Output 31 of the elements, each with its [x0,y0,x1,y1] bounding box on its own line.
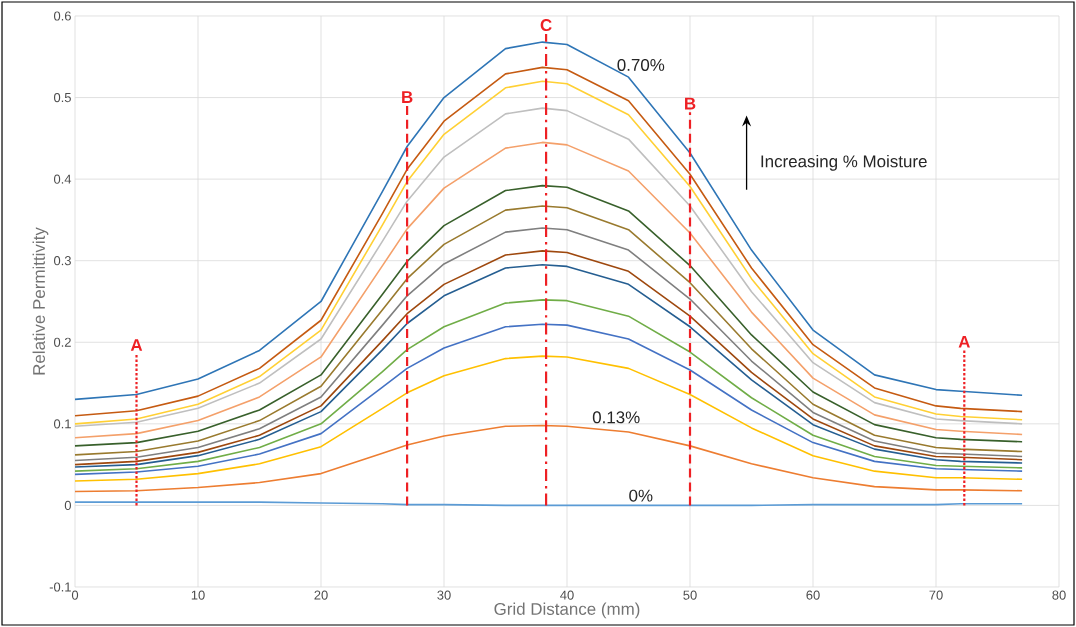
x-axis-title: Grid Distance (mm) [494,602,640,619]
y-tick-label: -0.1 [49,582,71,592]
ref-line-label: B [685,97,696,110]
annotation: 0% [629,489,653,502]
x-tick-label: 60 [806,590,820,600]
x-tick-label: 50 [683,590,697,600]
y-tick-label: 0.5 [53,92,71,103]
x-tick-label: 40 [560,590,574,600]
y-tick-label: 0 [64,500,71,510]
line-series [74,323,1023,476]
y-axis-title: Relative Permittivity [32,227,49,375]
annotation: 0.70% [617,58,665,71]
x-tick-label: 30 [437,590,451,600]
y-tick-label: 0.3 [53,256,71,266]
annotation: 0.13% [592,411,640,424]
y-tick-label: 0.1 [53,419,71,429]
ref-line-label: B [402,91,413,103]
x-tick-label: 80 [1052,590,1066,600]
annotation: Increasing % Moisture [761,154,927,171]
x-tick-label: 20 [314,590,328,600]
ref-line-label: A [130,339,143,351]
line-series [74,299,1023,472]
y-tick-label: 0.6 [53,11,71,21]
x-tick-label: 10 [191,590,205,600]
ref-line-label: C [540,19,552,32]
x-tick-label: 0 [71,590,79,600]
y-tick-label: 0.4 [53,174,72,184]
line-series [74,355,1023,482]
y-tick-label: 0.2 [53,337,71,347]
ref-line-label: A [958,335,970,348]
x-tick-label: 70 [929,590,943,600]
